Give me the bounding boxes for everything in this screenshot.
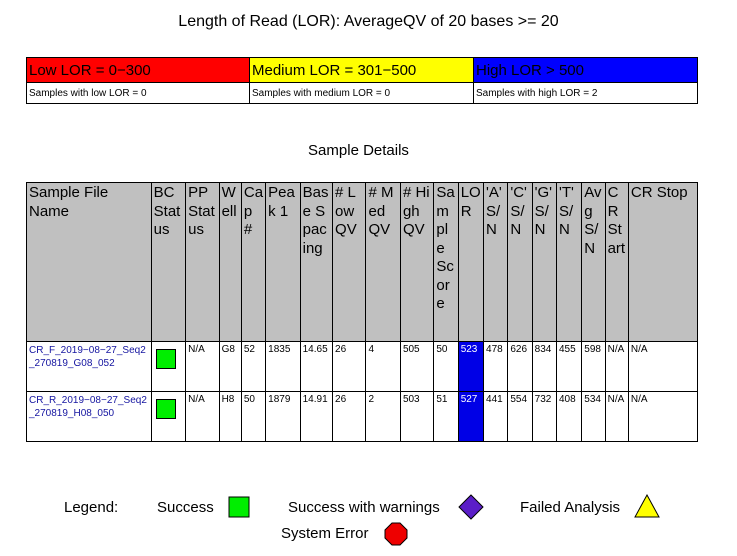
col-cr-stop: CR Stop <box>627 182 699 342</box>
sample-details-table: Sample File Name BC Status PP Status Wel… <box>26 182 699 442</box>
pp-status-cell: N/A <box>185 341 220 392</box>
med-qv-cell: 4 <box>365 341 401 392</box>
header-row: Sample File Name BC Status PP Status Wel… <box>26 182 699 342</box>
a-sn-cell: 478 <box>483 341 509 392</box>
col-avg-sn: Avg S/N <box>581 182 606 342</box>
col-high-qv: # High QV <box>399 182 435 342</box>
lor-cell: 527 <box>457 391 485 442</box>
peak1-cell: 1835 <box>265 341 301 392</box>
cr-stop-cell: N/A <box>627 341 699 392</box>
cr-start-cell: N/A <box>604 341 629 392</box>
g-sn-cell: 732 <box>531 391 557 442</box>
well-cell: H8 <box>218 391 242 442</box>
medium-lor-count: Samples with medium LOR = 0 <box>249 82 474 104</box>
col-cap: Cap # <box>240 182 267 342</box>
col-g-sn: 'G' S/N <box>531 182 557 342</box>
sample-file-link[interactable]: CR_R_2019−08−27_Seq2_270819_H08_050 <box>26 391 152 442</box>
high-lor-band: High LOR > 500 <box>473 57 698 83</box>
col-peak1: Peak 1 <box>265 182 301 342</box>
legend-failed-label: Failed Analysis <box>520 499 621 516</box>
success-icon <box>228 496 250 518</box>
med-qv-cell: 2 <box>365 391 401 442</box>
success-icon <box>155 399 176 419</box>
high-lor-count: Samples with high LOR = 2 <box>473 82 698 104</box>
col-cr-start: CR Start <box>604 182 629 342</box>
system-error-octagon-icon <box>384 522 408 546</box>
avg-sn-cell: 598 <box>581 341 606 392</box>
sample-score-cell: 51 <box>433 391 459 442</box>
col-sample-file-name: Sample File Name <box>26 182 152 342</box>
a-sn-cell: 441 <box>483 391 509 442</box>
cr-start-cell: N/A <box>604 391 629 442</box>
table-row: CR_F_2019−08−27_Seq2_270819_G08_052 N/A … <box>26 341 699 392</box>
sample-details-title: Sample Details <box>308 142 409 159</box>
bc-status-cell <box>150 391 187 442</box>
low-qv-cell: 26 <box>332 341 367 392</box>
high-qv-cell: 503 <box>399 391 435 442</box>
c-sn-cell: 626 <box>507 341 533 392</box>
col-med-qv: # Med QV <box>365 182 401 342</box>
table-row: CR_R_2019−08−27_Seq2_270819_H08_050 N/A … <box>26 391 699 442</box>
failed-triangle-icon <box>634 494 660 518</box>
col-pp-status: PP Status <box>185 182 220 342</box>
col-t-sn: 'T' S/N <box>555 182 583 342</box>
cr-stop-cell: N/A <box>627 391 699 442</box>
lor-summary-table: Low LOR = 0−300 Medium LOR = 301−500 Hig… <box>26 57 698 104</box>
legend-system-error-label: System Error <box>281 525 369 542</box>
well-cell: G8 <box>218 341 242 392</box>
medium-lor-band: Medium LOR = 301−500 <box>249 57 474 83</box>
peak1-cell: 1879 <box>265 391 301 442</box>
high-qv-cell: 505 <box>399 341 435 392</box>
col-sample-score: Sample Score <box>433 182 459 342</box>
col-well: Well <box>218 182 242 342</box>
legend-success-label: Success <box>157 499 214 516</box>
col-base-spacing: Base Spacing <box>299 182 334 342</box>
col-bc-status: BC Status <box>150 182 187 342</box>
legend-label: Legend: <box>64 499 119 516</box>
base-spacing-cell: 14.91 <box>299 391 334 442</box>
sample-file-link[interactable]: CR_F_2019−08−27_Seq2_270819_G08_052 <box>26 341 152 392</box>
legend-warnings-label: Success with warnings <box>288 499 440 516</box>
low-qv-cell: 26 <box>332 391 367 442</box>
col-low-qv: # Low QV <box>332 182 367 342</box>
t-sn-cell: 408 <box>555 391 583 442</box>
avg-sn-cell: 534 <box>581 391 606 442</box>
sample-score-cell: 50 <box>433 341 459 392</box>
bc-status-cell <box>150 341 187 392</box>
t-sn-cell: 455 <box>555 341 583 392</box>
col-lor: LOR <box>457 182 485 342</box>
base-spacing-cell: 14.65 <box>299 341 334 392</box>
low-lor-band: Low LOR = 0−300 <box>26 57 250 83</box>
warning-diamond-icon <box>458 494 484 520</box>
pp-status-cell: N/A <box>185 391 220 442</box>
col-c-sn: 'C' S/N <box>507 182 533 342</box>
cap-cell: 50 <box>240 391 267 442</box>
report-title: Length of Read (LOR): AverageQV of 20 ba… <box>178 13 559 30</box>
lor-cell: 523 <box>457 341 485 392</box>
c-sn-cell: 554 <box>507 391 533 442</box>
low-lor-count: Samples with low LOR = 0 <box>26 82 250 104</box>
col-a-sn: 'A' S/N <box>483 182 509 342</box>
cap-cell: 52 <box>240 341 267 392</box>
g-sn-cell: 834 <box>531 341 557 392</box>
success-icon <box>155 349 176 369</box>
